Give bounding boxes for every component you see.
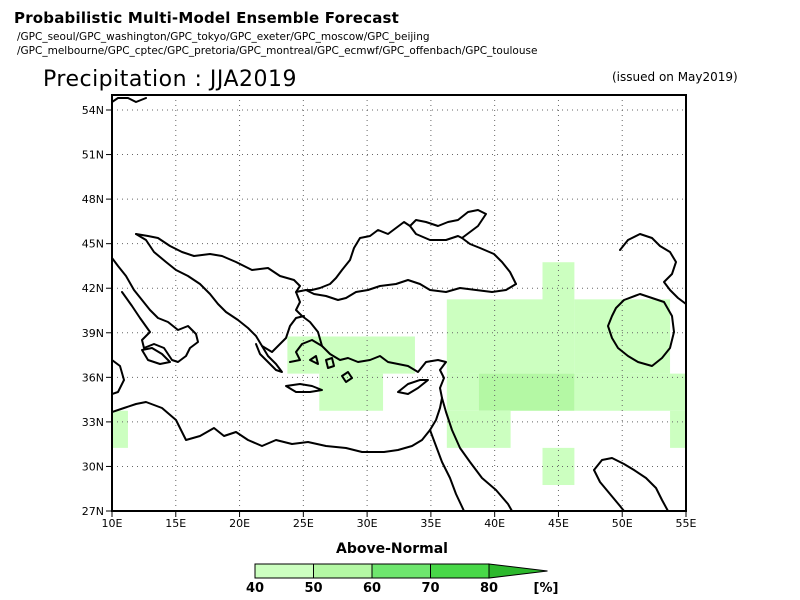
probability-cell: [574, 299, 671, 374]
lat-tick-label: 27N: [82, 505, 104, 518]
variable-title: Precipitation : JJA2019: [43, 67, 298, 92]
figure-title: Probabilistic Multi-Model Ensemble Forec…: [14, 9, 400, 27]
probability-cell: [478, 373, 575, 411]
legend-swatch: [430, 563, 490, 579]
lat-tick-label: 51N: [82, 149, 104, 162]
probability-cell: [542, 262, 575, 374]
lat-tick-label: 45N: [82, 238, 104, 251]
lat-tick-label: 54N: [82, 104, 104, 117]
legend-tick-label: 60: [363, 581, 381, 596]
legend-tick-label: 70: [421, 581, 439, 596]
lat-tick-label: 42N: [82, 282, 104, 295]
probability-cell: [446, 373, 479, 411]
legend-unit: [%]: [534, 581, 559, 596]
lat-tick-label: 39N: [82, 327, 104, 340]
lon-tick-label: 10E: [102, 517, 123, 530]
lon-tick-label: 40E: [484, 517, 505, 530]
lon-tick-label: 15E: [165, 517, 186, 530]
lon-tick-label: 35E: [420, 517, 441, 530]
lat-tick-label: 48N: [82, 193, 104, 206]
legend-tick-label: 40: [246, 581, 264, 596]
legend-colorbar: 40 50 60 70 80 [%]: [246, 563, 559, 596]
legend-tick-label: 50: [304, 581, 322, 596]
legend-title: Above-Normal: [336, 541, 448, 557]
longitude-axis: 10E 15E 20E 25E 30E 35E 40E 45E 50E 55E: [102, 511, 697, 530]
map-frame: [111, 94, 687, 512]
legend-swatch: [313, 563, 373, 579]
coastlines: [112, 97, 686, 511]
lon-tick-label: 55E: [676, 517, 697, 530]
lon-tick-label: 50E: [612, 517, 633, 530]
centers-list-line-1: /GPC_seoul/GPC_washington/GPC_tokyo/GPC_…: [17, 31, 430, 43]
probability-cell: [670, 410, 686, 448]
lon-tick-label: 25E: [293, 517, 314, 530]
latitude-axis: 54N 51N 48N 45N 42N 39N 36N 33N 30N 27N: [82, 104, 112, 518]
probability-cell: [574, 373, 686, 411]
lon-tick-label: 45E: [548, 517, 569, 530]
issued-date: (issued on May2019): [612, 70, 738, 84]
probability-cells: [112, 262, 686, 486]
centers-list-line-2: /GPC_melbourne/GPC_cptec/GPC_pretoria/GP…: [17, 45, 538, 57]
probability-cell: [112, 410, 128, 448]
map-gridlines: [112, 95, 686, 511]
legend-arrow: [488, 563, 548, 579]
probability-cell: [319, 373, 384, 411]
lat-tick-label: 33N: [82, 416, 104, 429]
legend-swatch: [254, 563, 314, 579]
lat-tick-label: 30N: [82, 460, 104, 473]
probability-cell: [446, 299, 543, 374]
legend-tick-label: 80: [480, 581, 498, 596]
lon-tick-label: 20E: [229, 517, 250, 530]
lat-tick-label: 36N: [82, 371, 104, 384]
legend-swatch: [371, 563, 431, 579]
lon-tick-label: 30E: [357, 517, 378, 530]
